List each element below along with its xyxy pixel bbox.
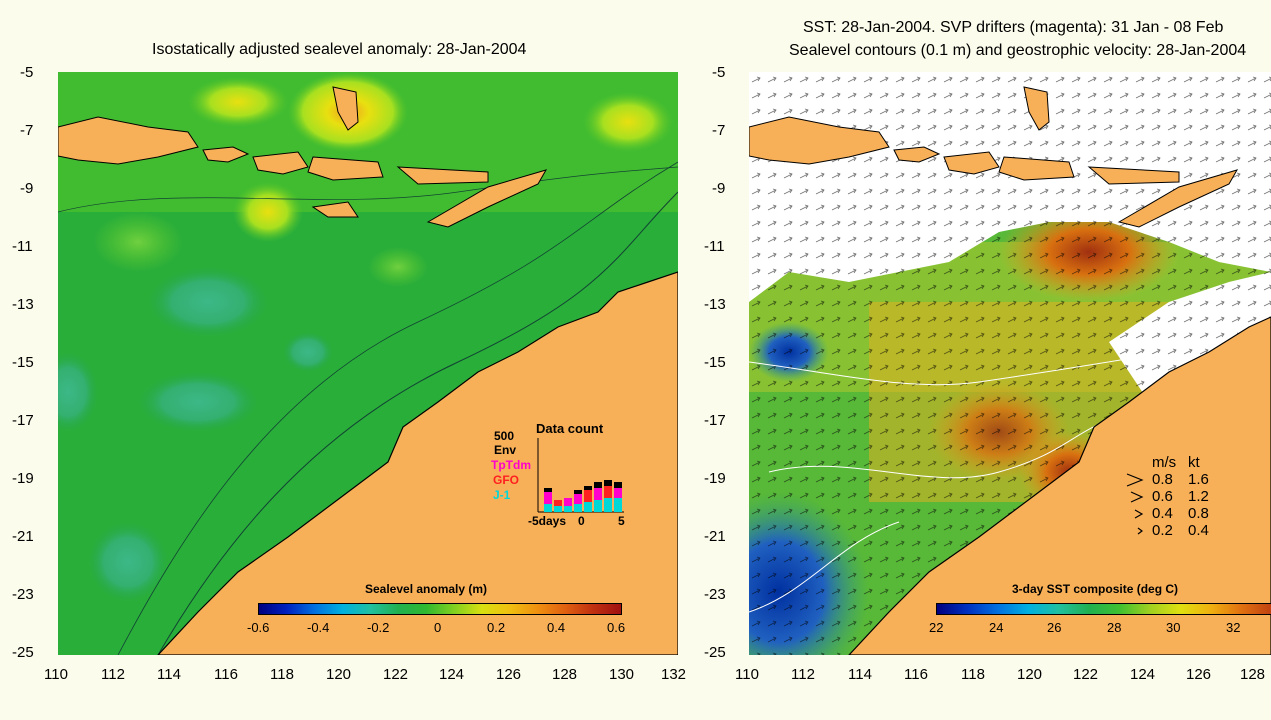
data-count-axis-end: 5: [618, 514, 625, 528]
velocity-arrow-02: [1137, 527, 1143, 535]
timor-island: [426, 169, 548, 228]
mission-env: Env: [494, 443, 517, 457]
bar-group-3: [564, 498, 572, 512]
data-count-scale: 500: [494, 429, 515, 443]
sla-colorbar-title: Sealevel anomaly (m): [365, 582, 488, 596]
right-panel-title-line2: Sealevel contours (0.1 m) and geostrophi…: [789, 42, 1247, 59]
bar-group-2: [554, 500, 562, 512]
bar-group-6: [594, 482, 602, 512]
bar-group-1: [544, 488, 552, 512]
mission-gfo: GFO: [493, 473, 519, 487]
sla-colorbar: [258, 603, 622, 615]
sla-map: [58, 72, 678, 655]
velocity-arrow-06: [1130, 491, 1144, 503]
mission-tptdm: TpTdm: [491, 458, 531, 472]
right-panel-title-line1: SST: 28-Jan-2004. SVP drifters (magenta)…: [803, 19, 1224, 36]
data-count-axis-zero: 0: [578, 514, 585, 528]
bar-group-8: [614, 482, 622, 512]
data-count-title: Data count: [536, 421, 604, 436]
sst-map: [749, 72, 1271, 655]
left-panel-title: Isostatically adjusted sealevel anomaly:…: [152, 41, 527, 58]
bar-group-4: [574, 490, 582, 512]
australia-land: [157, 271, 678, 655]
velocity-arrow-04: [1134, 509, 1144, 519]
sst-colorbar: [936, 603, 1271, 615]
velocity-arrow-08: [1126, 473, 1144, 487]
java-island: [58, 116, 199, 165]
data-count-bars: [537, 438, 624, 513]
sst-australia-land: [848, 316, 1271, 655]
sla-low-blob: [148, 267, 268, 337]
data-count-axis-start: -5days: [528, 514, 567, 528]
bar-group-5: [584, 486, 592, 512]
bar-group-7: [604, 480, 612, 512]
mission-j1: J-1: [493, 488, 511, 502]
sst-colorbar-title: 3-day SST composite (deg C): [1012, 582, 1179, 596]
